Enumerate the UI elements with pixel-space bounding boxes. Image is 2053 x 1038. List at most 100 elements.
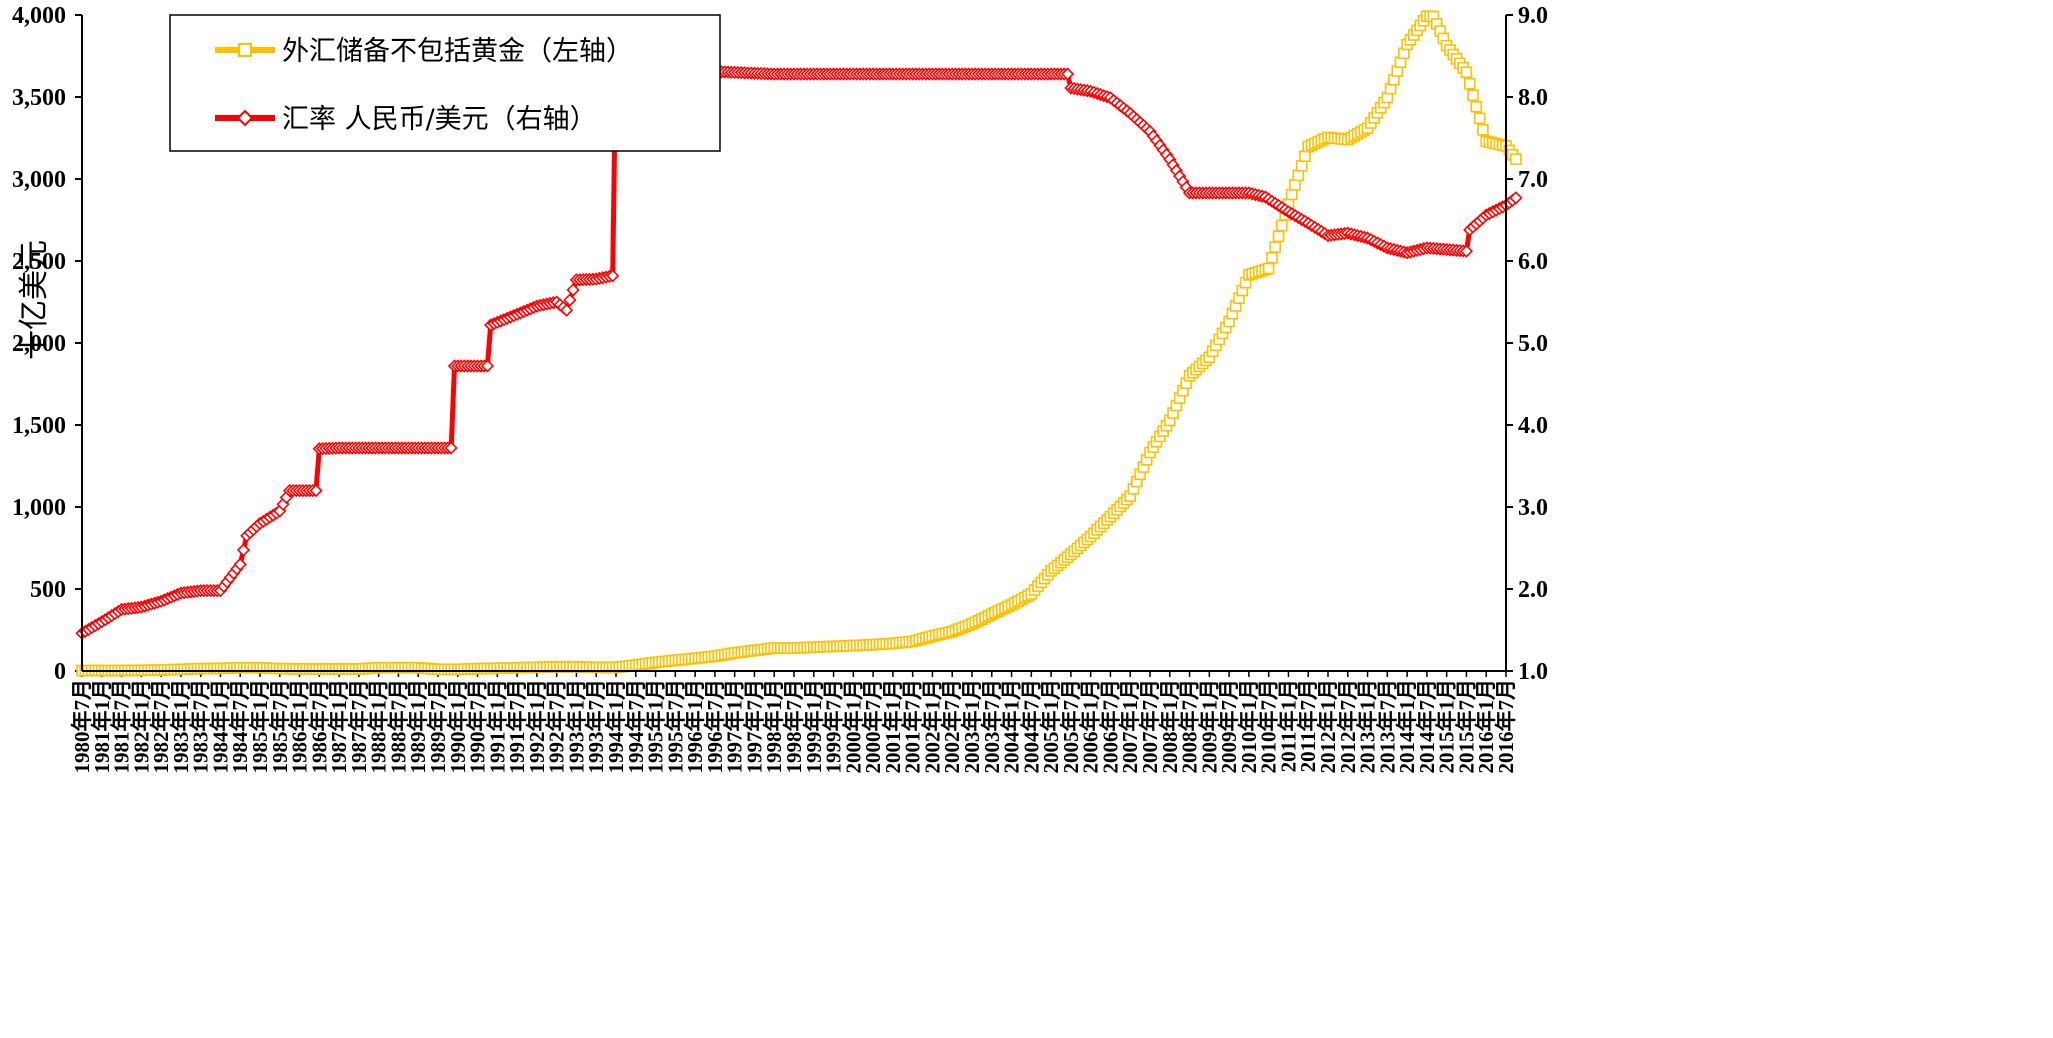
data-point-reserves [1276, 219, 1288, 232]
x-tick-label: 1995年1月 [644, 679, 668, 774]
x-tick-label: 2014年7月 [1415, 679, 1439, 774]
x-tick-label: 1999年1月 [802, 679, 826, 774]
x-tick-label: 1991年1月 [485, 679, 509, 774]
x-tick-label: 2001年1月 [881, 679, 905, 774]
data-point-exchange-rate [233, 557, 247, 572]
data-point-reserves [1477, 123, 1489, 136]
x-tick-label: 1985年1月 [248, 679, 272, 774]
legend: 外汇储备不包括黄金（左轴） 汇率 人民币/美元（右轴） [169, 14, 721, 152]
x-tick-label: 2013年7月 [1375, 679, 1399, 774]
data-point-reserves [1467, 89, 1479, 102]
left-axis-label: 十亿美元 [17, 240, 52, 360]
data-point-exchange-rate [1509, 191, 1523, 205]
x-tick-label: 1992年7月 [545, 679, 569, 774]
left-tick-label: 4,000 [12, 3, 66, 29]
x-tick-label: 2004年1月 [1000, 679, 1024, 774]
data-point-reserves [1292, 169, 1305, 182]
x-tick-label: 1998年1月 [762, 679, 786, 774]
left-tick-label: 3,000 [12, 167, 66, 193]
data-point-exchange-rate [1060, 67, 1075, 81]
right-tick-label: 4.0 [1518, 413, 1548, 439]
x-tick-label: 2006年1月 [1079, 679, 1103, 774]
x-tick-label: 2011年1月 [1276, 679, 1300, 772]
x-tick-label: 1984年7月 [228, 679, 252, 774]
x-tick-label: 1990年7月 [466, 679, 490, 774]
x-tick-label: 1997年1月 [723, 679, 747, 774]
x-tick-label: 1996年1月 [683, 679, 707, 774]
legend-marker-exchange-rate [236, 109, 254, 127]
data-point-reserves [1269, 241, 1282, 253]
x-tick-label: 2002年7月 [940, 679, 964, 774]
x-tick-label: 2014年1月 [1395, 679, 1419, 774]
x-tick-label: 1988年7月 [386, 679, 410, 774]
data-point-reserves [1289, 179, 1301, 191]
data-point-reserves [1295, 160, 1308, 172]
x-tick-label: 2015年1月 [1435, 679, 1459, 774]
x-tick-label: 1987年7月 [347, 679, 371, 774]
x-tick-label: 2003年7月 [980, 679, 1004, 774]
right-tick-label: 9.0 [1518, 3, 1548, 29]
x-tick-label: 2010年7月 [1257, 679, 1281, 774]
x-axis-ticks: 1980年7月1981年1月1981年7月1982年1月1982年7月1983年… [70, 671, 1518, 774]
x-tick-label: 1986年7月 [307, 679, 331, 774]
x-tick-label: 2007年1月 [1118, 679, 1142, 774]
left-tick-label: 1,500 [12, 413, 66, 439]
x-tick-label: 2016年1月 [1474, 679, 1498, 774]
x-tick-label: 2002年1月 [920, 679, 944, 774]
x-tick-label: 2003年1月 [960, 679, 984, 774]
x-tick-label: 2013年1月 [1356, 679, 1380, 774]
right-tick-label: 1.0 [1518, 659, 1548, 685]
data-point-exchange-rate [1459, 244, 1474, 258]
left-tick-label: 3,500 [12, 85, 66, 111]
right-tick-label: 8.0 [1518, 85, 1548, 111]
x-tick-label: 2006年7月 [1098, 679, 1122, 774]
x-tick-label: 1981年7月 [110, 679, 134, 774]
legend-box [169, 14, 721, 152]
data-point-reserves [1285, 188, 1298, 201]
data-point-reserves [1510, 153, 1522, 165]
legend-label-reserves: 外汇储备不包括黄金（左轴） [282, 36, 633, 67]
data-point-reserves [1272, 230, 1285, 243]
x-tick-label: 1985年7月 [268, 679, 292, 774]
x-tick-label: 1980年7月 [70, 679, 94, 774]
left-tick-label: 1,000 [12, 495, 66, 521]
right-tick-label: 6.0 [1518, 249, 1548, 275]
x-tick-label: 1994年7月 [624, 679, 648, 774]
x-tick-label: 2001年7月 [901, 679, 925, 774]
x-tick-label: 2000年7月 [861, 679, 885, 774]
x-tick-label: 1991年7月 [505, 679, 529, 774]
data-point-reserves [1262, 262, 1275, 275]
x-tick-label: 1990年1月 [446, 679, 470, 774]
x-tick-label: 2009年7月 [1217, 679, 1241, 774]
left-tick-label: 500 [30, 577, 66, 603]
legend-marker-reserves [238, 43, 252, 57]
x-tick-label: 2005年7月 [1059, 679, 1083, 774]
x-tick-label: 2012年7月 [1336, 679, 1360, 774]
x-tick-label: 2016年7月 [1494, 679, 1518, 774]
x-tick-label: 1989年7月 [426, 679, 450, 774]
x-tick-label: 2008年1月 [1158, 679, 1182, 774]
x-tick-label: 1983年1月 [169, 679, 193, 774]
x-tick-label: 1982年7月 [149, 679, 173, 774]
data-point-exchange-rate [309, 483, 323, 498]
data-point-reserves [1299, 150, 1311, 163]
x-tick-label: 2000年1月 [841, 679, 865, 774]
data-point-exchange-rate [566, 283, 580, 297]
data-point-exchange-rate [480, 359, 495, 373]
legend-item-reserves: 外汇储备不包括黄金（左轴） [215, 36, 633, 67]
right-axis-ticks: 1.0 2.0 3.0 4.0 5.0 6.0 7.0 8.0 9.0 [1506, 3, 1548, 685]
x-tick-label: 1993年7月 [584, 679, 608, 774]
x-tick-label: 1987年1月 [327, 679, 351, 774]
legend-item-exchange-rate: 汇率 人民币/美元（右轴） [215, 104, 597, 135]
x-tick-label: 1989年1月 [406, 679, 430, 774]
x-tick-label: 2008年7月 [1178, 679, 1202, 774]
x-tick-label: 2007年7月 [1138, 679, 1162, 774]
x-tick-label: 2015年7月 [1454, 679, 1478, 774]
left-tick-label: 2,000 [12, 331, 66, 357]
x-tick-label: 1997年7月 [742, 679, 766, 774]
data-point-reserves [1266, 252, 1278, 264]
right-tick-label: 5.0 [1518, 331, 1548, 357]
x-tick-label: 1988年1月 [367, 679, 391, 774]
x-tick-label: 1986年1月 [288, 679, 312, 774]
x-tick-label: 1999年7月 [822, 679, 846, 774]
